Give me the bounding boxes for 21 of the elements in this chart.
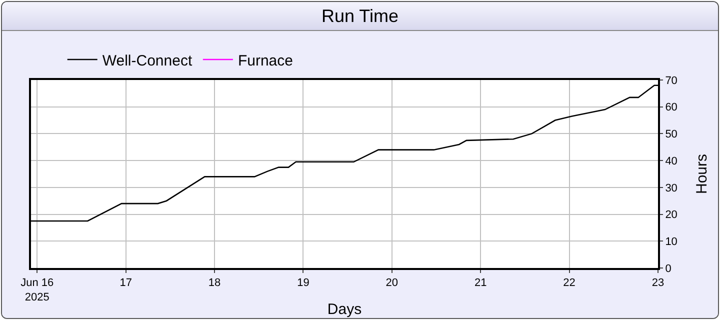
y-tick-label: 50 bbox=[665, 128, 678, 141]
x-tick-label: 21 bbox=[474, 277, 487, 290]
y-tick-label: 0 bbox=[665, 262, 672, 275]
x-tick-label: 18 bbox=[208, 277, 221, 290]
legend-label: Furnace bbox=[238, 52, 293, 70]
y-axis-title: Hours bbox=[694, 154, 710, 194]
x-tick-label: 23 bbox=[652, 277, 664, 290]
x-tick-label: 22 bbox=[563, 277, 576, 290]
y-tick-label: 30 bbox=[665, 182, 678, 194]
y-tick-label: 20 bbox=[665, 209, 678, 222]
y-tick-label: 60 bbox=[665, 102, 678, 114]
y-tick-label: 40 bbox=[665, 155, 678, 168]
legend-label: Well-Connect bbox=[102, 52, 193, 70]
x-tick-label: 17 bbox=[120, 277, 132, 290]
x-tick-label: 19 bbox=[297, 277, 310, 290]
x-axis-title: Days bbox=[327, 301, 362, 318]
chart-title: Run Time bbox=[2, 2, 718, 31]
x-tick-label: 20 bbox=[386, 277, 398, 290]
x-tick-label: Jun 16 2025 bbox=[20, 277, 54, 304]
y-tick-label: 70 bbox=[665, 74, 678, 87]
y-tick-label: 10 bbox=[665, 236, 678, 248]
